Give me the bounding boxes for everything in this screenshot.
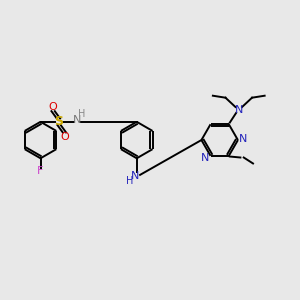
- Text: H: H: [78, 110, 86, 119]
- Text: O: O: [60, 132, 69, 142]
- Text: O: O: [48, 101, 57, 112]
- Text: N: N: [201, 152, 209, 163]
- Text: S: S: [54, 115, 63, 128]
- Text: F: F: [37, 166, 44, 176]
- Text: N: N: [131, 170, 140, 181]
- Text: N: N: [73, 116, 81, 125]
- Text: N: N: [239, 134, 248, 144]
- Text: H: H: [126, 176, 133, 186]
- Text: N: N: [235, 105, 243, 115]
